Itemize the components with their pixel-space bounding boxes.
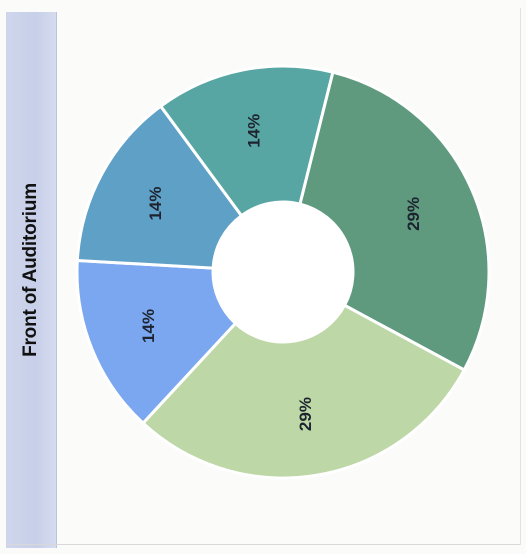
donut-hole	[214, 203, 352, 341]
donut-slice-label-5: 14%	[245, 114, 264, 148]
donut-slice-label-2: 29%	[296, 397, 315, 431]
title-band	[6, 12, 57, 548]
frame-right-edge	[520, 8, 521, 545]
donut-slice-4	[75, 104, 244, 270]
donut-slice-5	[158, 64, 335, 218]
donut-slice-label-1: 29%	[404, 197, 423, 231]
donut-slice-3	[75, 258, 238, 426]
frame-bottom-edge	[6, 544, 520, 545]
donut-slice-1	[298, 70, 491, 373]
donut-slice-label-4: 14%	[146, 186, 165, 220]
donut-slice-label-3: 14%	[139, 309, 158, 343]
donut-slice-2	[140, 303, 467, 480]
